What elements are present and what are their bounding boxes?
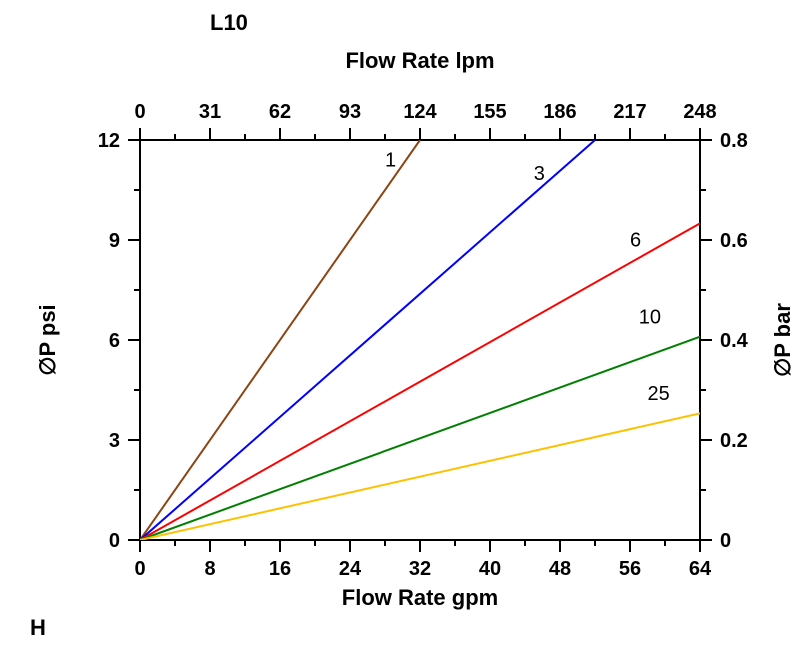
series-line-6 (140, 223, 700, 540)
x-top-tick-label: 31 (199, 101, 221, 123)
x-top-tick-label: 0 (134, 101, 145, 123)
series-label-3: 3 (534, 163, 545, 185)
series-group (140, 140, 700, 540)
x-top-tick-label: 62 (269, 101, 291, 123)
x-bottom-axis-title: Flow Rate gpm (342, 585, 498, 610)
x-bottom-tick-label: 8 (204, 558, 215, 580)
y-left-tick-label: 9 (109, 230, 120, 252)
plot-area (140, 140, 700, 540)
y-left-axis-title: ∅P psi (35, 304, 60, 375)
x-bottom-tick-label: 32 (409, 558, 431, 580)
corner-label: H (30, 615, 46, 640)
y-right-tick-label: 0.4 (720, 330, 749, 352)
x-bottom-tick-label: 24 (339, 558, 362, 580)
pressure-flow-chart: L10 Flow Rate lpm Flow Rate gpm ∅P psi ∅P ba… (0, 0, 798, 646)
x-top-tick-label: 248 (683, 101, 716, 123)
x-top-axis-title: Flow Rate lpm (345, 48, 494, 73)
y-right-tick-label: 0 (720, 530, 731, 552)
x-top-tick-label: 186 (543, 101, 576, 123)
x-bottom-tick-label: 48 (549, 558, 571, 580)
series-label-10: 10 (639, 306, 661, 328)
y-left-tick-label: 6 (109, 330, 120, 352)
y-right-tick-label: 0.8 (720, 130, 748, 152)
x-bottom-tick-label: 40 (479, 558, 501, 580)
series-label-25: 25 (648, 383, 670, 405)
series-label-6: 6 (630, 230, 641, 252)
y-right-tick-label: 0.6 (720, 230, 748, 252)
x-bottom-tick-label: 0 (134, 558, 145, 580)
x-top-tick-label: 124 (403, 101, 437, 123)
series-label-1: 1 (385, 150, 396, 172)
y-left-tick-label: 12 (98, 130, 120, 152)
x-top-tick-label: 217 (613, 101, 646, 123)
x-bottom-tick-label: 56 (619, 558, 641, 580)
y-left-tick-label: 0 (109, 530, 120, 552)
series-line-1 (140, 140, 420, 540)
x-bottom-tick-label: 64 (689, 558, 712, 580)
series-line-10 (140, 337, 700, 540)
series-line-25 (140, 413, 700, 540)
y-right-tick-label: 0.2 (720, 430, 748, 452)
y-left-tick-label: 3 (109, 430, 120, 452)
x-top-tick-label: 155 (473, 101, 506, 123)
series-line-3 (140, 140, 595, 540)
chart-title: L10 (210, 10, 248, 35)
x-top-tick-label: 93 (339, 101, 361, 123)
x-bottom-tick-label: 16 (269, 558, 291, 580)
y-right-axis-title: ∅P bar (770, 303, 795, 377)
